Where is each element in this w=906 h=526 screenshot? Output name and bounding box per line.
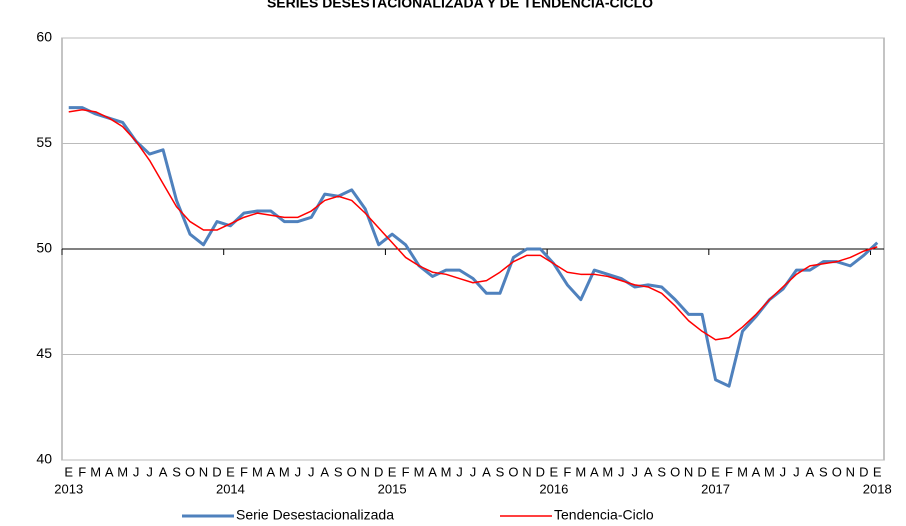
x-tick-label: N xyxy=(684,464,693,479)
x-year-label: 2014 xyxy=(216,481,245,496)
legend-label: Tendencia-Ciclo xyxy=(554,507,654,523)
x-tick-label: J xyxy=(295,464,302,479)
x-tick-label: S xyxy=(496,464,505,479)
x-year-label: 2018 xyxy=(863,481,892,496)
chart-title: SERIES DESESTACIONALIZADA Y DE TENDENCIA… xyxy=(267,0,653,11)
x-tick-label: E xyxy=(64,464,73,479)
x-tick-label: J xyxy=(631,464,638,479)
x-tick-label: D xyxy=(536,464,545,479)
x-tick-label: F xyxy=(402,464,410,479)
series-line xyxy=(68,106,879,388)
x-tick-label: F xyxy=(725,464,733,479)
x-tick-label: M xyxy=(575,464,586,479)
x-tick-label: E xyxy=(388,464,397,479)
x-tick-label: J xyxy=(793,464,800,479)
x-tick-label: J xyxy=(146,464,153,479)
x-tick-label: M xyxy=(441,464,452,479)
x-tick-label: O xyxy=(347,464,357,479)
x-tick-label: A xyxy=(267,464,276,479)
x-tick-label: E xyxy=(873,464,882,479)
series-line xyxy=(68,108,878,341)
x-tick-label: D xyxy=(697,464,706,479)
x-tick-label: M xyxy=(737,464,748,479)
x-tick-label: A xyxy=(159,464,168,479)
x-tick-label: A xyxy=(428,464,437,479)
y-tick-label: 60 xyxy=(36,29,52,45)
x-tick-label: D xyxy=(859,464,868,479)
x-tick-label: A xyxy=(320,464,329,479)
x-year-label: 2015 xyxy=(378,481,407,496)
x-tick-label: A xyxy=(806,464,815,479)
legend-label: Serie Desestacionalizada xyxy=(236,507,394,523)
x-tick-label: O xyxy=(508,464,518,479)
x-tick-label: J xyxy=(308,464,315,479)
x-tick-label: A xyxy=(752,464,761,479)
x-tick-label: E xyxy=(711,464,720,479)
x-tick-label: S xyxy=(334,464,343,479)
x-tick-label: O xyxy=(185,464,195,479)
x-year-label: 2017 xyxy=(701,481,730,496)
x-tick-label: F xyxy=(563,464,571,479)
x-tick-label: M xyxy=(414,464,425,479)
x-tick-label: J xyxy=(780,464,787,479)
x-tick-label: A xyxy=(590,464,599,479)
x-tick-label: M xyxy=(90,464,101,479)
x-tick-label: N xyxy=(199,464,208,479)
x-tick-label: D xyxy=(212,464,221,479)
x-tick-label: J xyxy=(133,464,140,479)
y-tick-label: 40 xyxy=(36,451,52,467)
x-tick-label: E xyxy=(550,464,559,479)
x-tick-label: N xyxy=(846,464,855,479)
x-year-label: 2016 xyxy=(539,481,568,496)
x-year-label: 2013 xyxy=(54,481,83,496)
x-tick-label: S xyxy=(657,464,666,479)
x-tick-label: S xyxy=(819,464,828,479)
x-tick-label: J xyxy=(618,464,625,479)
x-tick-label: S xyxy=(172,464,181,479)
x-tick-label: M xyxy=(252,464,263,479)
x-tick-label: M xyxy=(117,464,128,479)
x-tick-label: F xyxy=(78,464,86,479)
x-tick-label: M xyxy=(279,464,290,479)
x-tick-label: J xyxy=(470,464,477,479)
x-tick-label: M xyxy=(764,464,775,479)
x-tick-label: A xyxy=(644,464,653,479)
x-tick-label: A xyxy=(482,464,491,479)
x-tick-label: J xyxy=(456,464,463,479)
x-tick-label: N xyxy=(361,464,370,479)
x-tick-label: E xyxy=(226,464,235,479)
y-tick-label: 55 xyxy=(36,134,52,150)
x-tick-label: F xyxy=(240,464,248,479)
x-tick-label: A xyxy=(105,464,114,479)
x-tick-label: O xyxy=(832,464,842,479)
x-tick-label: O xyxy=(670,464,680,479)
x-tick-label: D xyxy=(374,464,383,479)
y-tick-label: 45 xyxy=(36,345,52,361)
x-tick-label: N xyxy=(522,464,531,479)
x-tick-label: M xyxy=(602,464,613,479)
y-tick-label: 50 xyxy=(36,240,52,256)
